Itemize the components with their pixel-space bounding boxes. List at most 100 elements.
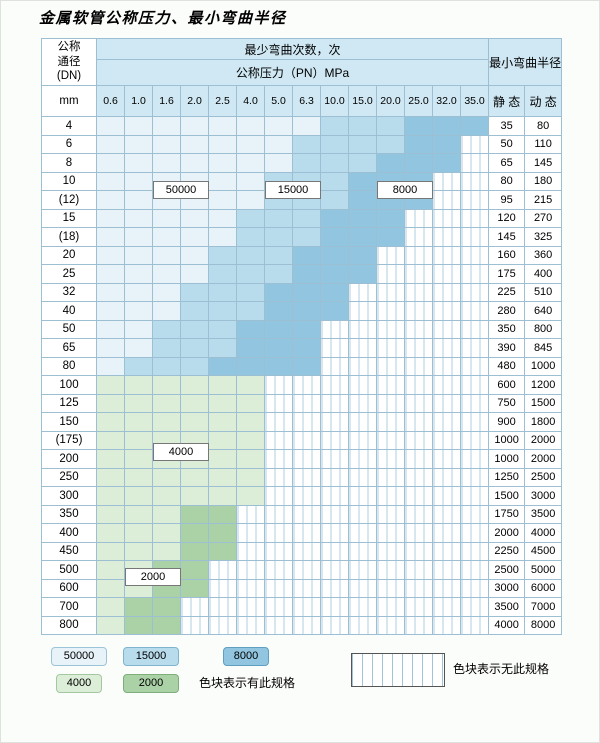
no-spec-cell — [348, 467, 377, 487]
spec-cell — [376, 116, 405, 136]
spec-cell — [180, 208, 209, 228]
spec-cell — [348, 208, 377, 228]
spec-cell — [96, 319, 125, 339]
spec-cell — [180, 541, 209, 561]
dn-header-line: (DN) — [56, 70, 82, 83]
spec-cell — [124, 393, 153, 413]
dn-cell: (12) — [41, 190, 97, 210]
spec-cell — [124, 153, 153, 173]
spec-cell — [208, 412, 237, 432]
no-spec-cell — [264, 467, 293, 487]
no-spec-cell — [264, 375, 293, 395]
dynamic-value-cell: 6000 — [524, 578, 563, 598]
table-row: 700 3500 7000 — [41, 597, 563, 617]
spec-cell — [236, 153, 265, 173]
spec-cell — [320, 301, 349, 321]
static-value-cell: 65 — [488, 153, 526, 173]
spec-cell — [96, 449, 125, 469]
spec-cell — [124, 430, 153, 450]
no-spec-cell — [292, 560, 321, 580]
no-spec-cell — [376, 282, 405, 302]
spec-cell — [236, 338, 265, 358]
pressure-col-header: 25.0 — [404, 85, 433, 117]
no-spec-cell — [236, 597, 265, 617]
legend-chip-50000: 50000 — [51, 647, 107, 666]
dynamic-value-cell: 110 — [524, 134, 563, 154]
spec-cell — [180, 227, 209, 247]
no-spec-cell — [459, 153, 490, 173]
spec-cell — [264, 282, 293, 302]
table-row: 500 2500 5000 — [41, 560, 563, 580]
dn-cell: 300 — [41, 486, 97, 506]
no-spec-cell — [459, 134, 490, 154]
table-row: 100 600 1200 — [41, 375, 563, 395]
spec-cell — [208, 301, 237, 321]
no-spec-cell — [264, 430, 293, 450]
no-spec-cell — [404, 523, 433, 543]
spec-cell — [348, 134, 377, 154]
spec-cell — [152, 467, 181, 487]
no-spec-cell — [404, 560, 433, 580]
no-spec-cell — [264, 486, 293, 506]
spec-cell — [124, 412, 153, 432]
spec-cell — [376, 153, 405, 173]
spec-cell — [152, 597, 181, 617]
pressure-header: 公称压力（PN）MPa — [95, 59, 490, 86]
no-spec-cell — [348, 597, 377, 617]
spec-cell — [180, 560, 209, 580]
pressure-col-header: 20.0 — [376, 85, 405, 117]
spec-cell — [124, 301, 153, 321]
spec-cell — [236, 393, 265, 413]
dn-cell: 350 — [41, 504, 97, 524]
no-spec-cell — [459, 560, 490, 580]
spec-cell — [96, 597, 125, 617]
static-value-cell: 1750 — [488, 504, 526, 524]
table-row: 6 50 110 — [41, 134, 563, 154]
no-spec-cell — [376, 541, 405, 561]
spec-cell — [236, 208, 265, 228]
dynamic-value-cell: 80 — [524, 116, 563, 136]
spec-cell — [264, 338, 293, 358]
dn-cell: 8 — [41, 153, 97, 173]
no-spec-cell — [264, 449, 293, 469]
no-spec-cell — [432, 560, 461, 580]
dynamic-value-cell: 4000 — [524, 523, 563, 543]
dynamic-value-cell: 270 — [524, 208, 563, 228]
spec-cell — [124, 486, 153, 506]
table-row: 40 280 640 — [41, 301, 563, 321]
spec-cell — [348, 116, 377, 136]
no-spec-cell — [348, 412, 377, 432]
no-spec-cell — [320, 615, 349, 635]
no-spec-cell — [459, 245, 490, 265]
dynamic-value-cell: 400 — [524, 264, 563, 284]
spec-cell — [208, 430, 237, 450]
no-spec-cell — [348, 393, 377, 413]
no-spec-cell — [404, 578, 433, 598]
pressure-col-header: 2.5 — [208, 85, 237, 117]
spec-cell — [236, 356, 265, 376]
dn-cell: 80 — [41, 356, 97, 376]
no-spec-cell — [432, 264, 461, 284]
spec-cell — [96, 227, 125, 247]
spec-cell — [96, 393, 125, 413]
dynamic-value-cell: 4500 — [524, 541, 563, 561]
dynamic-value-cell: 325 — [524, 227, 563, 247]
spec-cell — [96, 486, 125, 506]
dynamic-value-cell: 1200 — [524, 375, 563, 395]
table-row: 15 120 270 — [41, 208, 563, 228]
legend: 50000 15000 8000 4000 2000 色块表示有此规格 色块表示无此规格 — [41, 647, 571, 717]
spec-cell — [96, 356, 125, 376]
spec-cell — [236, 190, 265, 210]
spec-cell — [404, 153, 433, 173]
spec-cell — [152, 282, 181, 302]
spec-cell — [124, 208, 153, 228]
no-spec-cell — [320, 504, 349, 524]
no-spec-cell — [320, 449, 349, 469]
static-value-cell: 1000 — [488, 449, 526, 469]
static-value-cell: 600 — [488, 375, 526, 395]
pressure-col-header: 35.0 — [459, 85, 490, 117]
table-wrap: 公称 通径 (DN) 最少弯曲次数，次 最小弯曲半径 公称压力（PN）MPa mm 0.6 1.… — [41, 38, 563, 635]
spec-cell — [152, 338, 181, 358]
no-spec-cell — [376, 264, 405, 284]
no-spec-cell — [432, 504, 461, 524]
